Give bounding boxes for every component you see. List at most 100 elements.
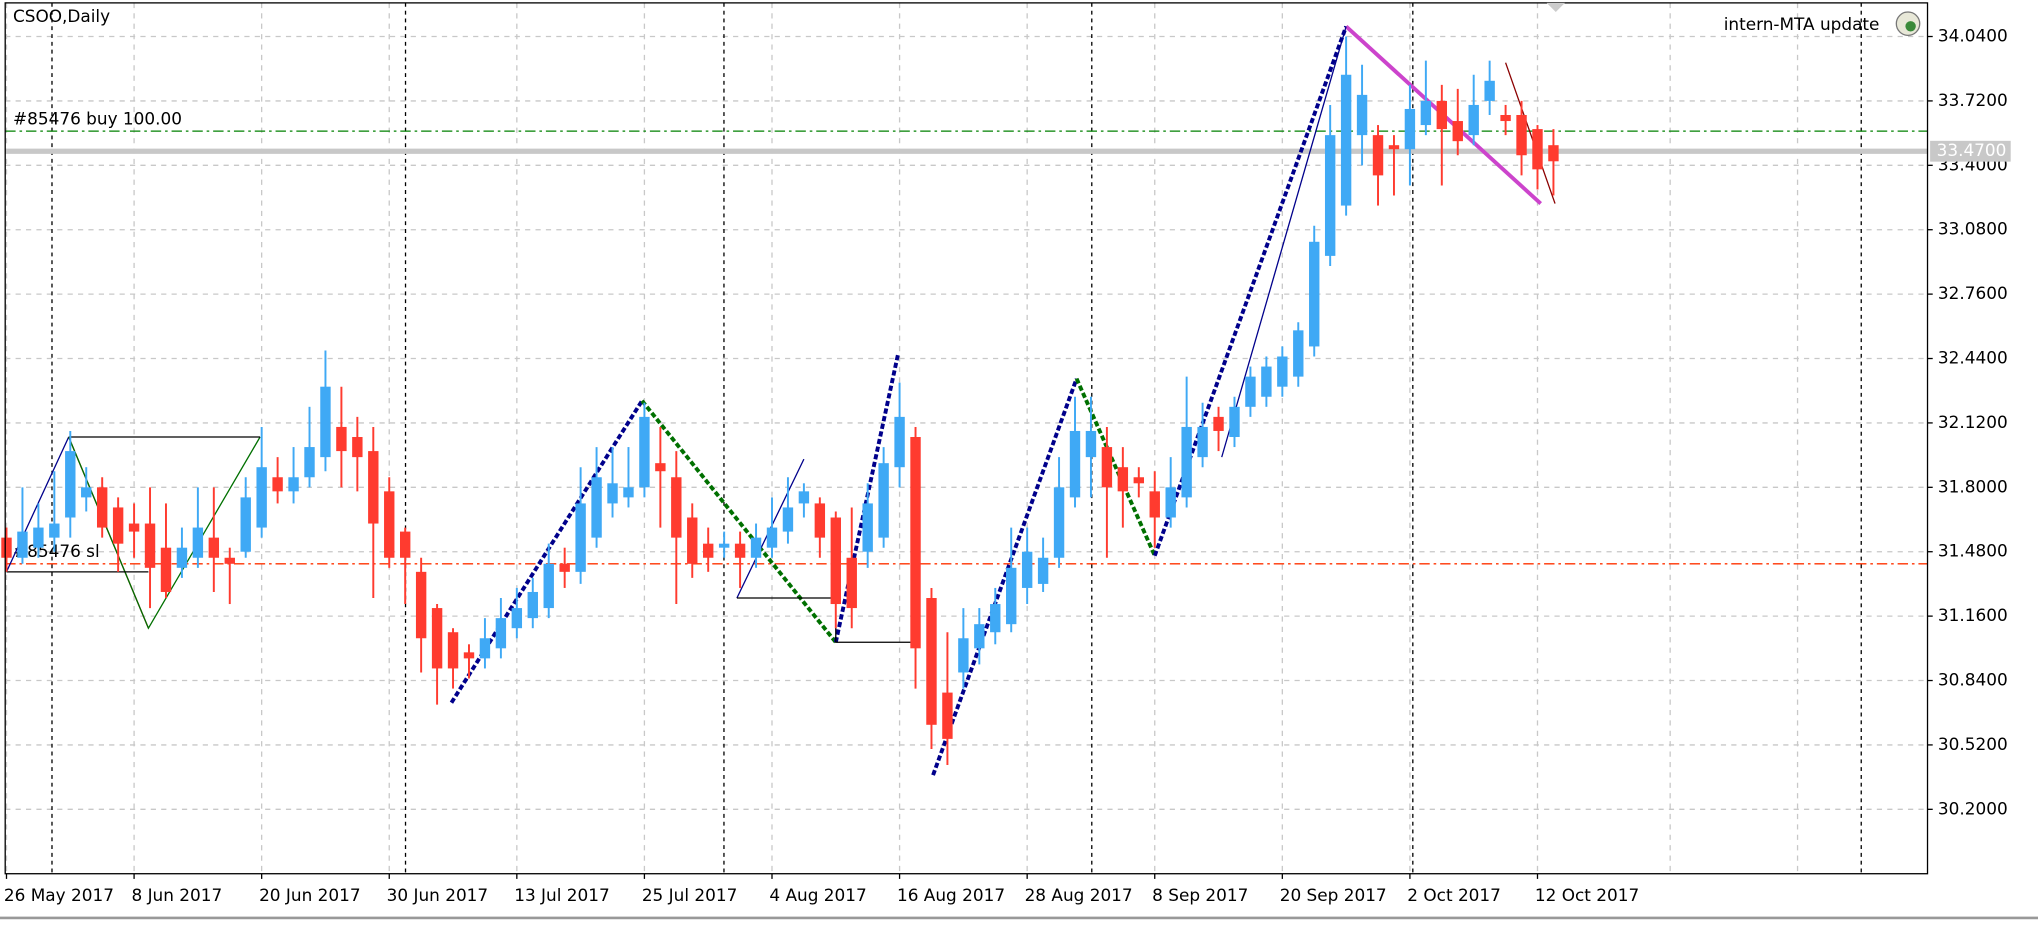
- candle-body: [1, 537, 12, 558]
- candle-body: [1404, 108, 1416, 150]
- y-tick-label: 32.4400: [1938, 348, 2008, 368]
- candle-body: [926, 598, 937, 725]
- period-separators: [51, 2, 1862, 874]
- candle-body: [352, 437, 363, 458]
- candle-body: [734, 543, 746, 558]
- candle-body: [1340, 74, 1352, 206]
- candle-body: [384, 491, 395, 558]
- candle-body: [1548, 145, 1559, 162]
- candle-body: [1293, 330, 1304, 377]
- candle-body: [1452, 121, 1463, 142]
- candle-body: [304, 447, 315, 478]
- candle-body: [1324, 135, 1336, 256]
- x-tick-label: 26 May 2017: [4, 885, 114, 905]
- candle-body: [1069, 430, 1081, 498]
- candle-body: [846, 557, 857, 609]
- candle-body: [288, 477, 299, 492]
- candle-body: [1516, 115, 1527, 156]
- candle-body: [49, 523, 60, 538]
- candle-body: [782, 507, 794, 532]
- candle-body: [224, 557, 235, 564]
- candle-body: [256, 467, 267, 528]
- candle-body: [415, 571, 427, 639]
- candle-body: [17, 531, 28, 558]
- candle-body: [1277, 356, 1288, 387]
- x-tick-label: 20 Sep 2017: [1280, 885, 1387, 905]
- candle-body: [1101, 447, 1113, 488]
- y-tick-label: 31.1600: [1938, 605, 2008, 625]
- candle-body: [1165, 487, 1176, 518]
- candle-body: [1309, 241, 1320, 347]
- candle-body: [240, 497, 251, 552]
- candle-body: [1372, 135, 1384, 176]
- candle-body: [703, 543, 714, 558]
- y-tick-label: 34.0400: [1938, 26, 2008, 46]
- candle-body: [399, 531, 411, 558]
- y-tick-label: 33.7200: [1938, 90, 2008, 110]
- candle-body: [1229, 406, 1240, 438]
- candle-body: [1213, 416, 1224, 431]
- candle-body: [639, 416, 650, 488]
- candle-body: [1053, 487, 1065, 558]
- y-tick-label: 32.7600: [1938, 283, 2008, 303]
- candle-body: [112, 507, 124, 544]
- candle-body: [1484, 80, 1495, 101]
- candle-body: [1085, 430, 1097, 458]
- candle-body: [942, 692, 953, 739]
- x-tick-label: 25 Jul 2017: [642, 885, 738, 905]
- trend-line: [68, 436, 261, 630]
- grid: [5, 2, 1928, 874]
- x-tick-label: 8 Jun 2017: [131, 885, 222, 905]
- y-tick-label: 33.0800: [1938, 219, 2008, 239]
- candle-body: [1021, 551, 1033, 588]
- candle-body: [192, 527, 204, 558]
- candle-body: [1245, 376, 1256, 407]
- candle-body: [655, 463, 666, 472]
- trend-line: [1504, 62, 1556, 204]
- candle-body: [1388, 145, 1400, 150]
- candle-body: [368, 451, 379, 524]
- candle-body: [878, 463, 889, 538]
- plot-frame: [4, 2, 1929, 875]
- candle-body: [1500, 115, 1511, 122]
- candle-body: [671, 477, 682, 538]
- trend-line: [931, 377, 1079, 776]
- candle-body: [65, 451, 76, 518]
- candle-body: [990, 604, 1001, 633]
- candle-body: [894, 416, 905, 468]
- candle-body: [798, 491, 810, 504]
- marker: [1546, 2, 1565, 12]
- x-tick-label: 13 Jul 2017: [514, 885, 610, 905]
- trend-line: [833, 354, 900, 643]
- candles: [1, 36, 1559, 766]
- indicator-label: intern-MTA update: [1724, 14, 1880, 34]
- candle-body: [1197, 426, 1208, 458]
- candle-body: [272, 477, 283, 492]
- candle-body: [766, 527, 778, 548]
- candle-body: [543, 563, 554, 609]
- candle-body: [591, 477, 602, 538]
- candle-body: [1436, 100, 1448, 130]
- candle-body: [495, 618, 507, 649]
- trend-line: [1221, 26, 1347, 458]
- candle-body: [320, 386, 331, 458]
- candle-body: [575, 503, 586, 572]
- candle-body: [910, 437, 921, 649]
- candle-body: [862, 503, 873, 552]
- current-price-box: [1930, 140, 2011, 162]
- y-tick-label: 31.8000: [1938, 476, 2008, 496]
- candle-body: [974, 624, 985, 649]
- indicator-icon: [1895, 11, 1921, 37]
- trend-line: [1074, 377, 1157, 557]
- x-tick-label: 30 Jun 2017: [387, 885, 489, 905]
- x-tick-label: 4 Aug 2017: [769, 885, 866, 905]
- y-tick-label: 30.2000: [1938, 798, 2008, 818]
- candle-body: [1037, 557, 1049, 584]
- candle-body: [160, 547, 172, 592]
- candle-body: [1532, 129, 1543, 170]
- candle-body: [559, 563, 570, 572]
- candle-body: [623, 487, 634, 498]
- candle-body: [33, 527, 44, 548]
